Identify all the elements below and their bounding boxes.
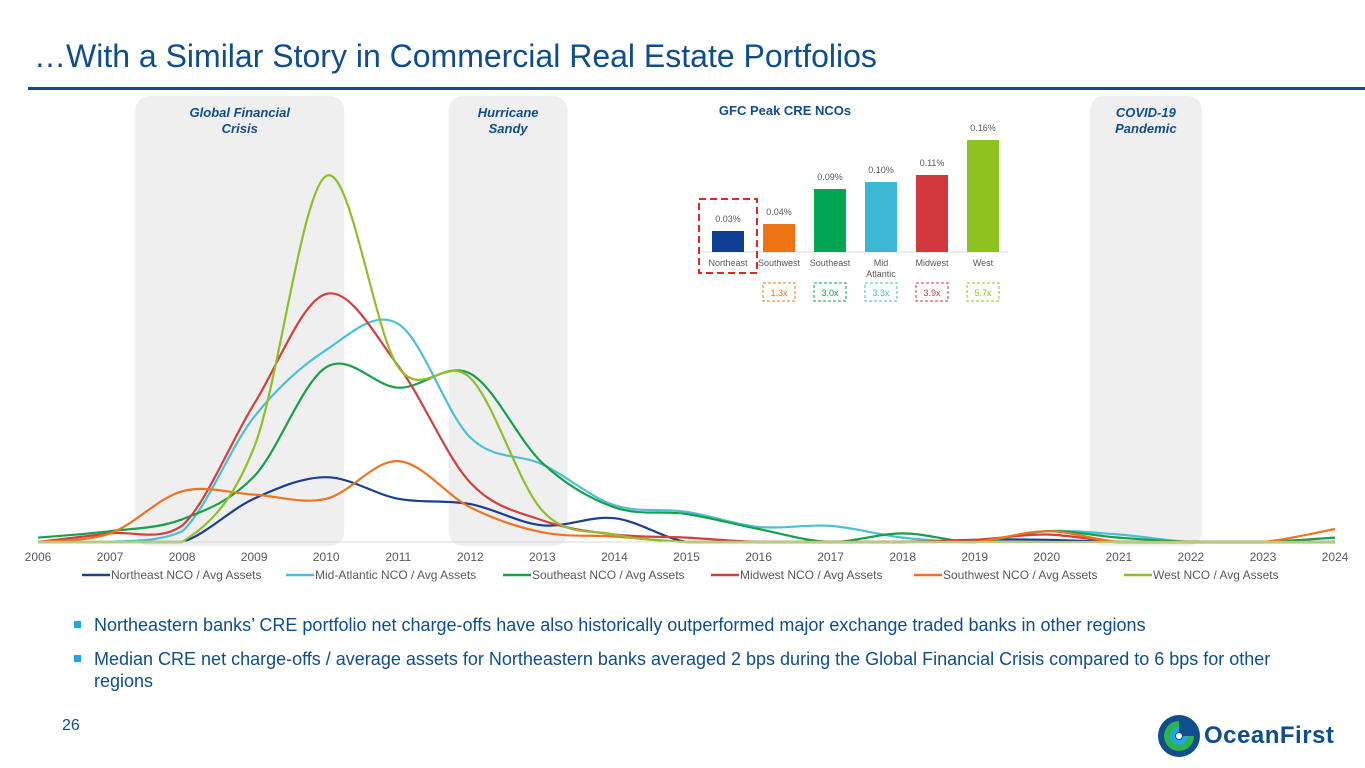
x-tick-label: 2010 [313, 550, 340, 564]
x-tick-label: 2015 [673, 550, 700, 564]
x-tick-label: 2009 [241, 550, 268, 564]
multiple-label: 5.7x [974, 288, 992, 298]
logo-wordmark: OceanFirst [1204, 722, 1335, 749]
multiple-box [762, 282, 796, 302]
x-tick-label: 2013 [529, 550, 556, 564]
legend-label: Northeast NCO / Avg Assets [111, 568, 262, 582]
page-title: …With a Similar Story in Commercial Real… [34, 38, 877, 74]
highlight-box [698, 198, 758, 274]
bullet-text: Median CRE net charge-offs / average ass… [94, 649, 1271, 691]
x-axis: 2006 2007 2008 2009 2010 2011 2012 2013 2014 2015… [25, 541, 1349, 564]
inset-category-label: Southeast [810, 258, 851, 268]
bullet-item: Northeastern banks’ CRE portfolio net ch… [74, 614, 1294, 636]
bullet-square-icon [74, 655, 81, 662]
legend-label: Midwest NCO / Avg Assets [740, 568, 883, 582]
x-tick-label: 2016 [745, 550, 772, 564]
event-band [448, 96, 568, 546]
multiple-box [966, 282, 1000, 302]
inset-category-label: West [973, 258, 994, 268]
multiple-box [864, 282, 898, 302]
event-label: Hurricane Sandy [478, 105, 539, 136]
bullet-square-icon [74, 621, 81, 628]
gfc-peak-bar-chart: GFC Peak CRE NCOs 0.03% Northeast 0.04% Sout… [698, 103, 1008, 302]
title-divider [28, 87, 1365, 90]
event-label: Global Financial Crisis [190, 105, 291, 136]
inset-category-label: Northeast [708, 258, 748, 268]
multiple-label: 3.9x [923, 288, 941, 298]
inset-category-label: Mid Atlantic [866, 258, 896, 279]
bullet-item: Median CRE net charge-offs / average ass… [74, 648, 1294, 692]
x-tick-label: 2023 [1250, 550, 1277, 564]
series-line [37, 318, 1335, 544]
event-band [135, 96, 345, 546]
x-tick-label: 2007 [97, 550, 124, 564]
inset-bar-value-label: 0.16% [970, 123, 996, 133]
inset-bar [865, 182, 897, 252]
multiple-box [915, 282, 949, 302]
cre-nco-chart: Global Financial Crisis Hurricane Sandy COVI… [25, 96, 1349, 582]
inset-bar [916, 175, 948, 252]
legend-label: Southwest NCO / Avg Assets [943, 568, 1098, 582]
x-tick-label: 2014 [601, 550, 628, 564]
inset-category-label: Southwest [758, 258, 801, 268]
x-tick-label: 2011 [385, 550, 411, 564]
x-tick-label: 2012 [457, 550, 484, 564]
inset-bar [967, 140, 999, 252]
oceanfirst-logo-icon [1158, 715, 1200, 757]
oceanfirst-logo: OceanFirst [1156, 713, 1342, 759]
x-tick-label: 2008 [169, 550, 196, 564]
bullet-text: Northeastern banks’ CRE portfolio net ch… [94, 615, 1146, 635]
inset-title: GFC Peak CRE NCOs [719, 103, 851, 118]
inset-bar [712, 231, 744, 252]
multiple-label: 1.3x [770, 288, 788, 298]
inset-bar [763, 224, 795, 252]
inset-bar-value-label: 0.11% [920, 158, 945, 168]
event-bands: Global Financial Crisis Hurricane Sandy COVI… [135, 96, 1202, 546]
multiple-box [813, 282, 847, 302]
x-tick-label: 2021 [1105, 550, 1132, 564]
x-tick-label: 2006 [25, 550, 52, 564]
event-band [1090, 96, 1202, 546]
inset-bar-value-label: 0.10% [868, 165, 894, 175]
inset-bar-value-label: 0.03% [715, 214, 741, 224]
event-label: COVID-19 Pandemic [1115, 105, 1177, 136]
x-tick-label: 2022 [1178, 550, 1205, 564]
x-tick-label: 2018 [889, 550, 916, 564]
legend-label: Mid-Atlantic NCO / Avg Assets [315, 568, 476, 582]
page-number: 26 [62, 717, 80, 734]
x-tick-label: 2019 [961, 550, 988, 564]
inset-bar [814, 189, 846, 252]
legend-label: West NCO / Avg Assets [1153, 568, 1279, 582]
inset-bar-value-label: 0.09% [817, 172, 843, 182]
inset-bar-value-label: 0.04% [766, 207, 792, 217]
multiple-label: 3.3x [872, 288, 890, 298]
inset-category-label: Midwest [915, 258, 949, 268]
multiple-label: 3.0x [821, 288, 839, 298]
series-line [37, 362, 1336, 544]
legend-label: Southeast NCO / Avg Assets [532, 568, 685, 582]
bullet-list: Northeastern banks’ CRE portfolio net ch… [74, 614, 1294, 704]
x-tick-label: 2017 [817, 550, 844, 564]
x-tick-label: 2020 [1033, 550, 1060, 564]
chart-legend: Northeast NCO / Avg Assets Mid-Atlantic N… [82, 568, 1279, 582]
x-tick-label: 2024 [1322, 550, 1349, 564]
